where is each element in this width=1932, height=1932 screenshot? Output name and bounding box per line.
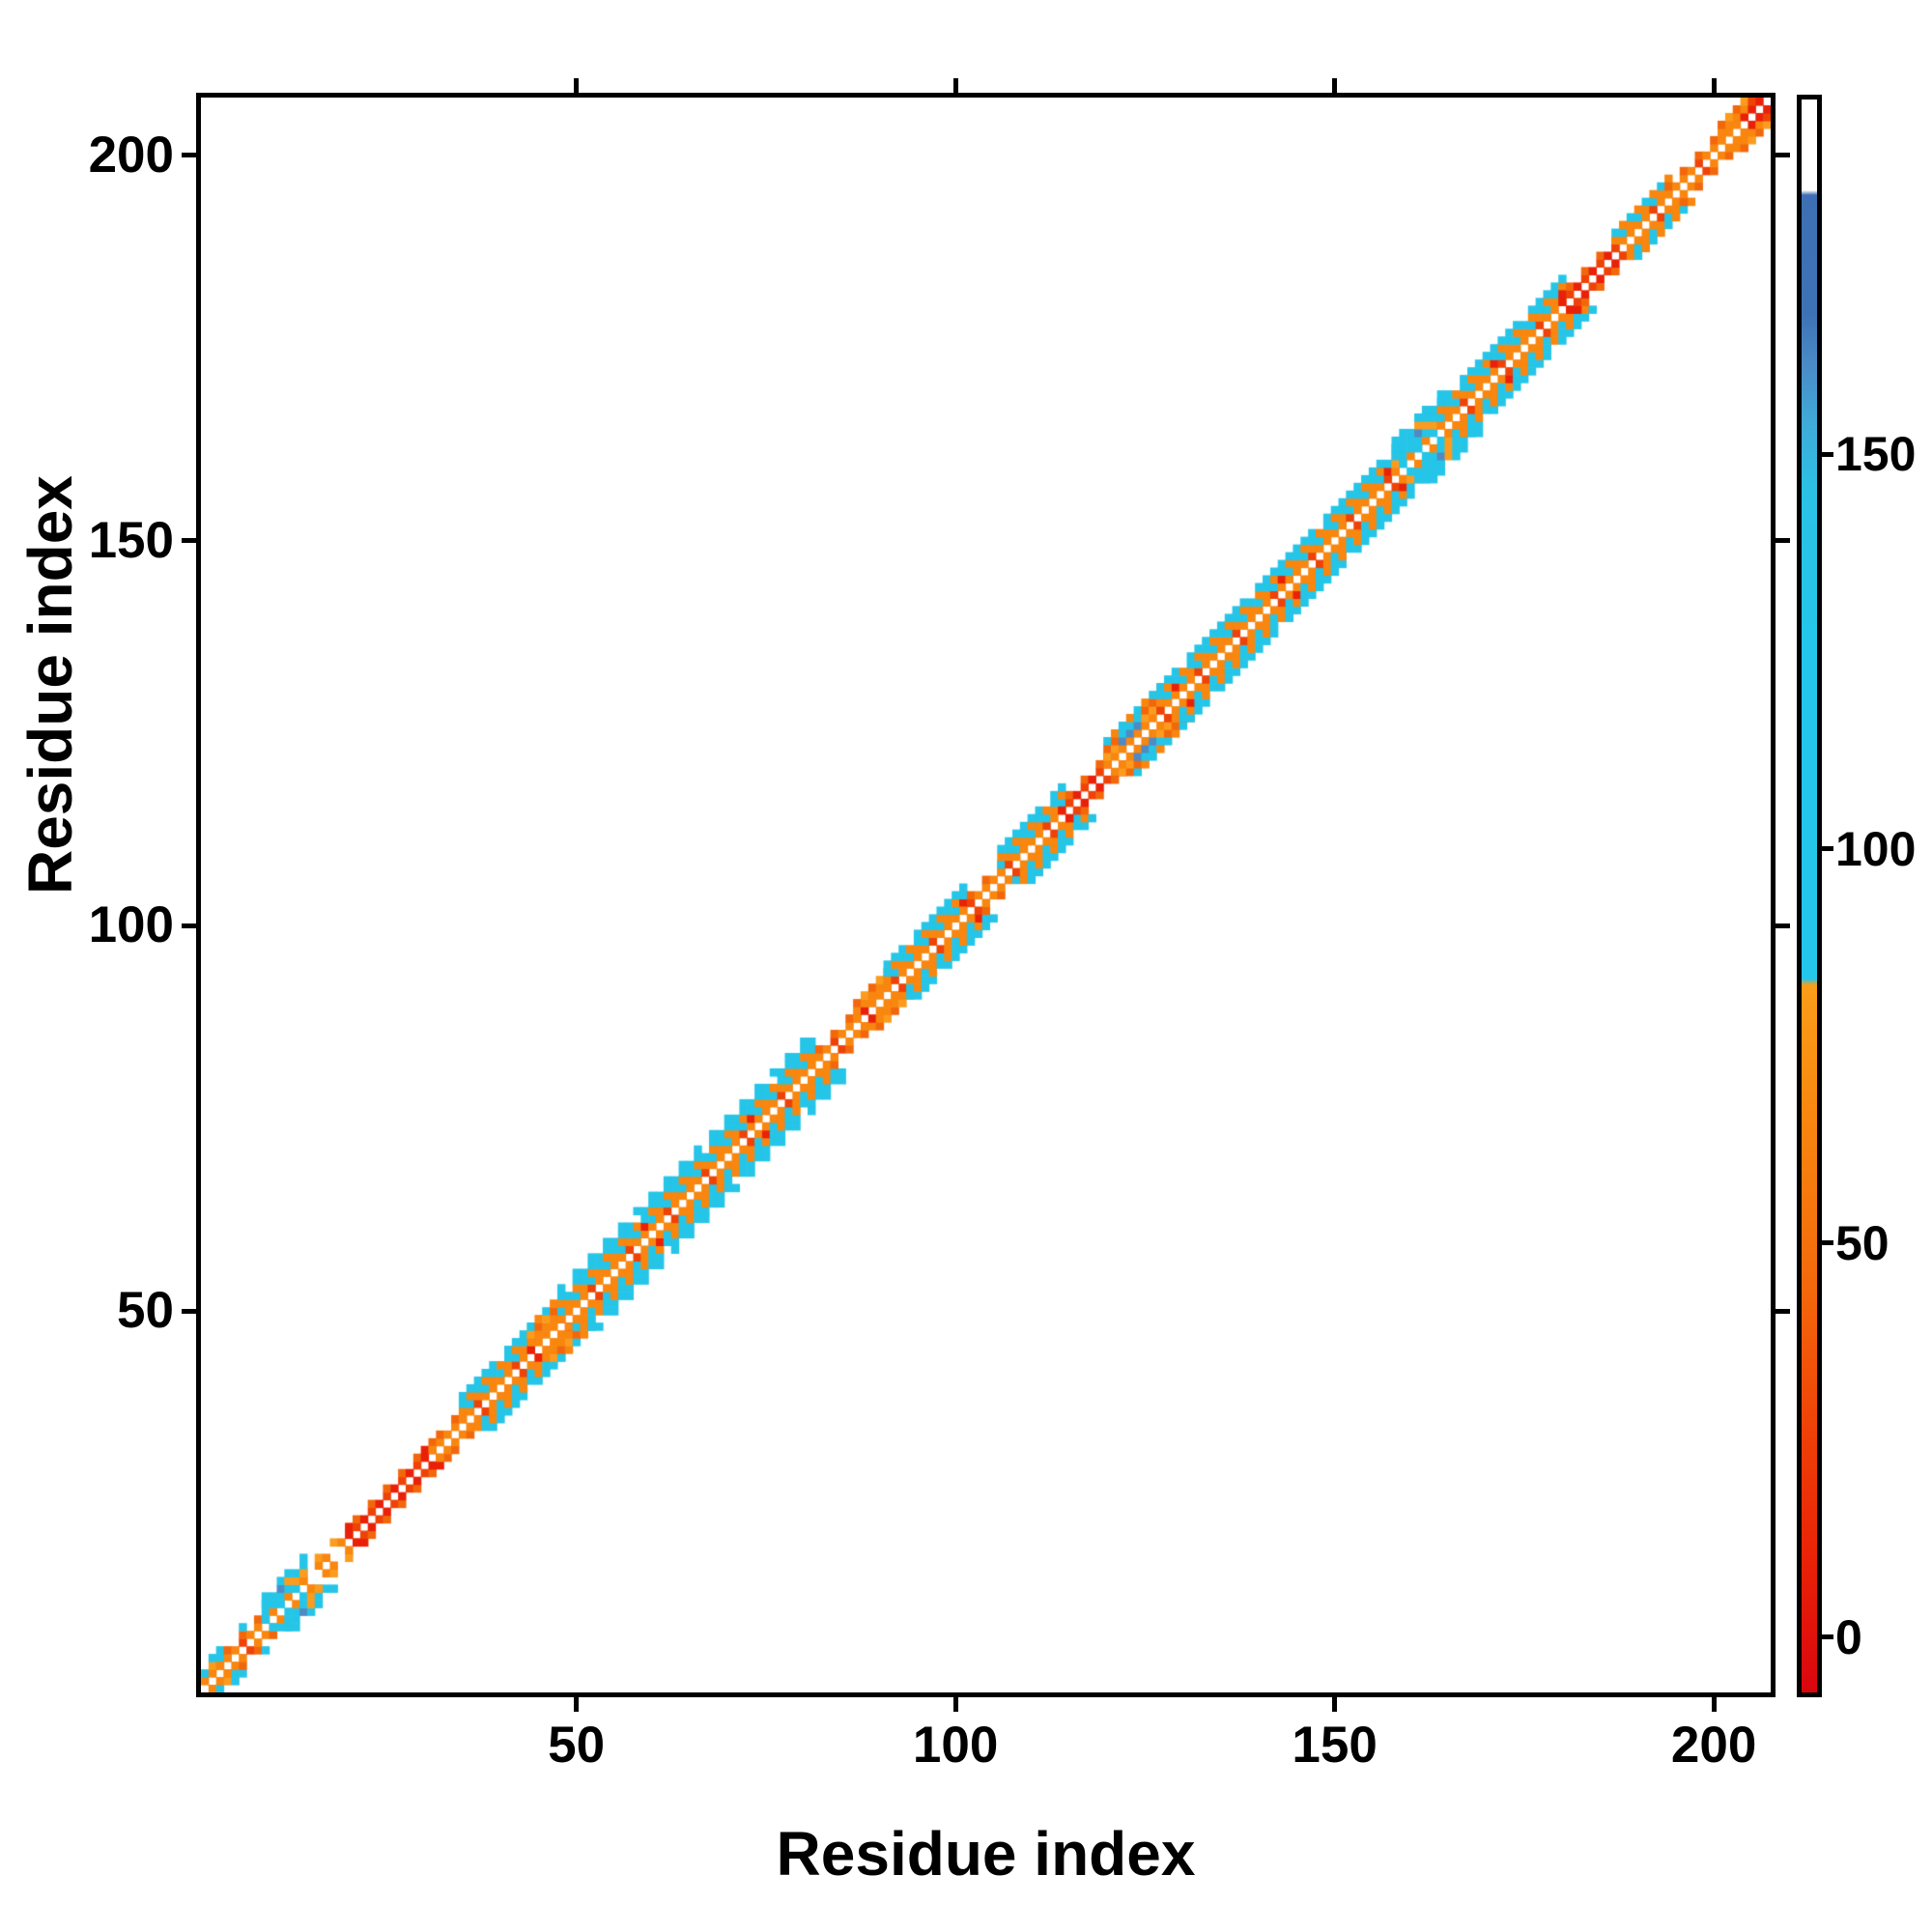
y-axis-tick-label: 50: [117, 1282, 174, 1340]
y-axis-tick-left: [182, 153, 196, 158]
colorbar-gradient: [1802, 99, 1817, 1692]
y-axis-tick-label: 100: [88, 896, 174, 954]
y-axis-tick-right: [1776, 923, 1790, 928]
x-axis-tick-bottom: [574, 1697, 580, 1712]
x-axis-tick-bottom: [1332, 1697, 1338, 1712]
y-axis-tick-label: 150: [88, 511, 174, 569]
colorbar-tick-label: 0: [1835, 1609, 1862, 1664]
y-axis-tick-right: [1776, 1308, 1790, 1314]
y-axis-tick-right: [1776, 538, 1790, 544]
colorbar-tick: [1822, 1634, 1833, 1640]
x-axis-tick-bottom: [952, 1697, 958, 1712]
matrix-canvas: [201, 98, 1771, 1692]
x-axis-tick-top: [574, 78, 580, 93]
colorbar-tick: [1822, 1240, 1833, 1246]
colorbar-tick-label: 100: [1835, 821, 1917, 876]
x-axis-title: Residue index: [776, 1819, 1196, 1889]
x-axis-tick-bottom: [1711, 1697, 1717, 1712]
y-axis-tick-left: [182, 538, 196, 544]
plot-area: [196, 93, 1776, 1697]
y-axis-tick-left: [182, 923, 196, 928]
colorbar-tick-label: 50: [1835, 1215, 1889, 1270]
x-axis-tick-top: [952, 78, 958, 93]
y-axis-tick-left: [182, 1308, 196, 1314]
colorbar-tick: [1822, 451, 1833, 457]
colorbar: [1797, 95, 1822, 1697]
x-axis-tick-label: 150: [1292, 1717, 1378, 1774]
x-axis-tick-label: 200: [1670, 1717, 1757, 1774]
colorbar-tick: [1822, 846, 1833, 852]
x-axis-tick-top: [1332, 78, 1338, 93]
x-axis-tick-top: [1711, 78, 1717, 93]
x-axis-tick-label: 100: [912, 1717, 999, 1774]
y-axis-tick-right: [1776, 153, 1790, 158]
x-axis-tick-label: 50: [548, 1717, 606, 1774]
y-axis-tick-label: 200: [88, 126, 174, 184]
colorbar-tick-label: 150: [1835, 427, 1917, 482]
